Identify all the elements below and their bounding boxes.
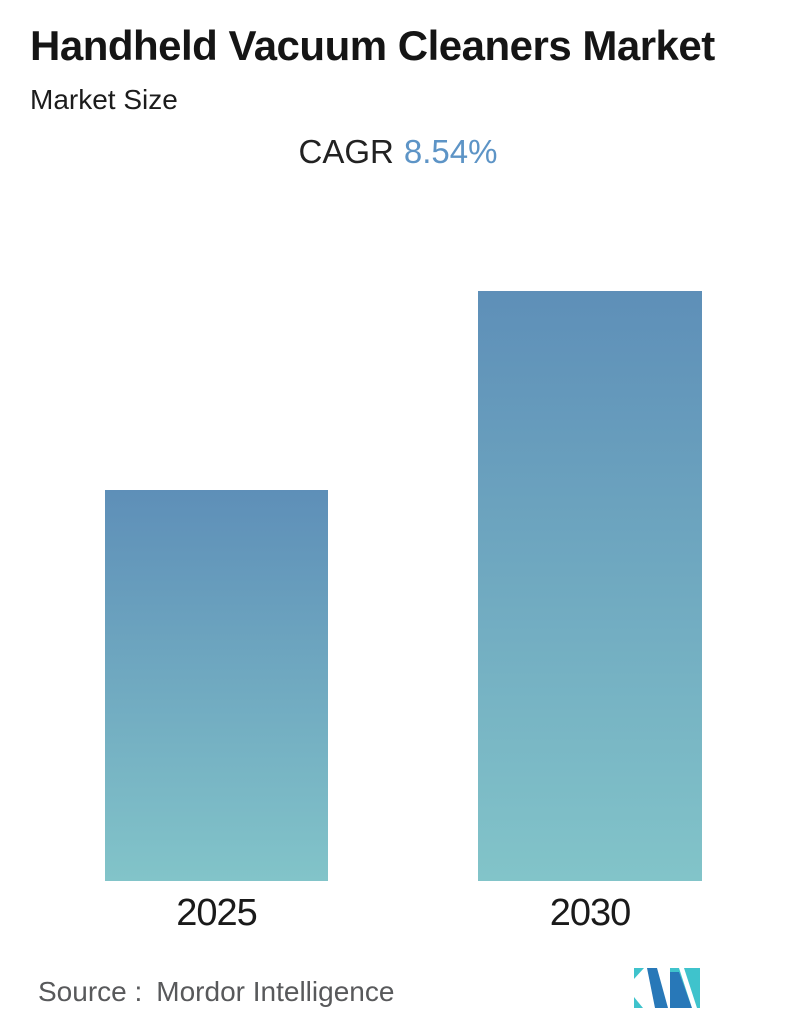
cagr-value: 8.54%	[403, 133, 498, 170]
cagr-label: CAGR	[298, 133, 394, 170]
bar-2025	[105, 490, 328, 881]
bar-2030	[478, 291, 702, 881]
mordor-intelligence-logo	[634, 968, 700, 1008]
source-name: Mordor Intelligence	[156, 976, 395, 1007]
page-title: Handheld Vacuum Cleaners Market	[30, 22, 715, 69]
page-subtitle: Market Size	[30, 84, 178, 115]
cagr-annotation: CAGR 8.54%	[0, 133, 796, 171]
x-axis-label-2025: 2025	[176, 892, 258, 934]
source-attribution: Source : Mordor Intelligence	[38, 976, 394, 1008]
source-prefix: Source :	[38, 976, 143, 1007]
x-axis-label-2030: 2030	[549, 892, 632, 934]
